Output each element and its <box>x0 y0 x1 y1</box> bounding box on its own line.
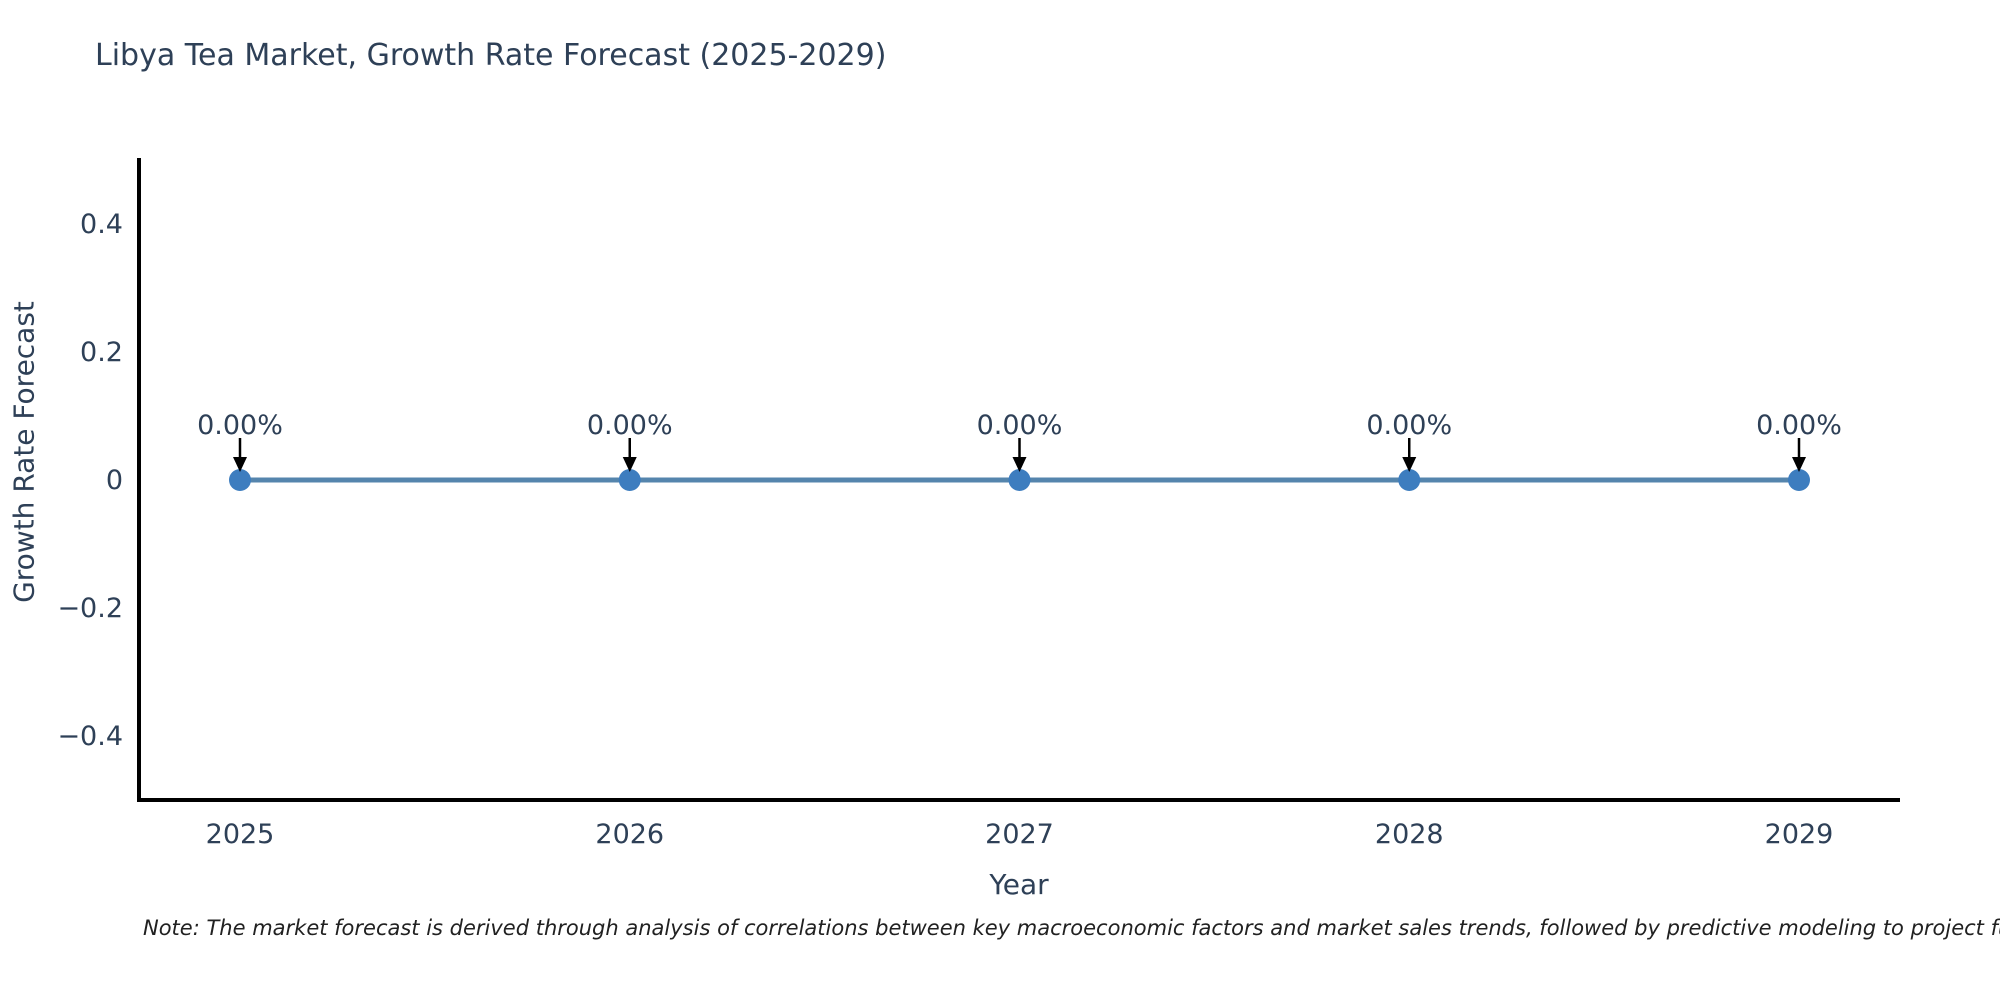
y-tick-label: 0 <box>106 465 123 496</box>
y-tick-label: 0.2 <box>80 337 123 368</box>
data-point-label: 0.00% <box>587 410 673 441</box>
data-point-marker <box>1398 469 1421 491</box>
annotation-arrowhead-icon <box>1792 457 1806 472</box>
x-tick-label: 2025 <box>206 819 275 850</box>
x-tick-label: 2029 <box>1765 819 1834 850</box>
x-tick-label: 2028 <box>1375 819 1444 850</box>
data-point-label: 0.00% <box>1366 410 1452 441</box>
y-tick-label: −0.4 <box>57 721 123 752</box>
annotation-arrowhead-icon <box>1012 457 1027 472</box>
data-point-label: 0.00% <box>197 410 283 441</box>
data-point-marker <box>229 469 251 491</box>
data-point-marker <box>1788 469 1810 491</box>
data-point-label: 0.00% <box>977 410 1063 441</box>
y-tick-label: −0.2 <box>57 593 123 624</box>
data-point-marker <box>618 469 641 491</box>
annotation-arrowhead-icon <box>622 457 637 472</box>
x-axis-title: Year <box>989 868 1049 901</box>
y-tick-label: 0.4 <box>80 209 123 240</box>
x-tick-label: 2026 <box>595 819 664 850</box>
x-tick-label: 2027 <box>985 819 1054 850</box>
data-point-marker <box>1008 469 1031 491</box>
chart-title: Libya Tea Market, Growth Rate Forecast (… <box>95 38 887 73</box>
data-point-label: 0.00% <box>1756 410 1842 441</box>
chart-footnote: Note: The market forecast is derived thr… <box>143 916 2000 940</box>
annotation-arrowhead-icon <box>1402 457 1417 472</box>
annotation-arrowhead-icon <box>233 457 247 472</box>
